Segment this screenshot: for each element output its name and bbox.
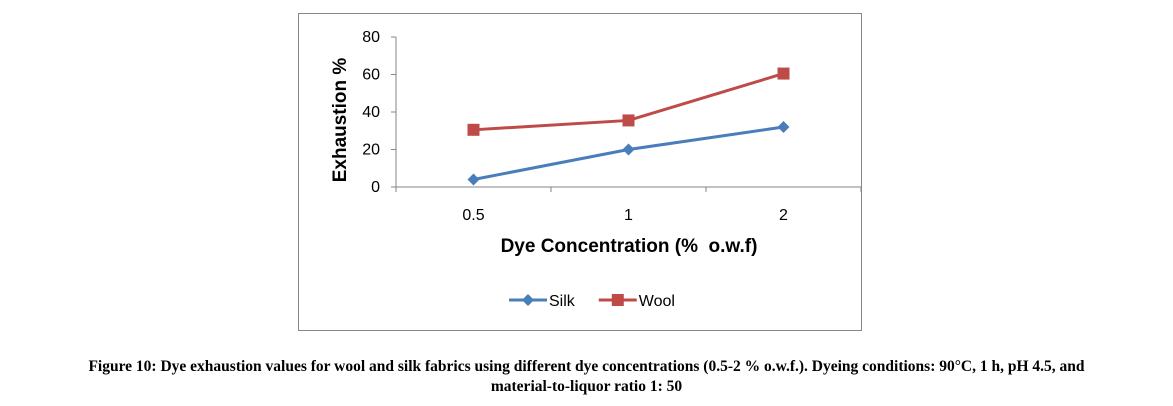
series-layer <box>467 67 790 186</box>
chart-frame: 0 20 40 60 80 0.5 1 2 Exhaustion % Dye Concent… <box>298 13 862 331</box>
figure-caption: Figure 10: Dye exhaustion values for woo… <box>0 357 1173 397</box>
x-axis-title: Dye Concentration (% o.w.f) <box>501 236 758 257</box>
legend-marker <box>522 294 534 306</box>
chart-axes <box>391 36 861 192</box>
x-tick-label: 0.5 <box>462 207 484 224</box>
legend-label: Silk <box>549 293 576 310</box>
chart-legend: Silk Wool <box>509 293 675 310</box>
legend-item-wool: Wool <box>598 293 675 310</box>
legend-marker <box>611 294 624 306</box>
series-silk <box>467 121 790 186</box>
data-point-silk <box>467 173 480 186</box>
y-tick-label: 80 <box>362 29 380 46</box>
y-tick-label: 0 <box>371 179 380 196</box>
series-wool <box>467 67 790 136</box>
data-point-silk <box>622 143 635 156</box>
y-axis-title: Exhaustion % <box>330 58 351 183</box>
caption-line-2: material-to-liquor ratio 1: 50 <box>490 378 683 395</box>
y-tick-label: 20 <box>362 142 380 159</box>
line-chart: 0 20 40 60 80 0.5 1 2 Exhaustion % Dye Concent… <box>330 29 861 310</box>
legend-item-silk: Silk <box>509 293 576 310</box>
y-tick-label: 40 <box>362 104 380 121</box>
data-point-silk <box>777 121 790 133</box>
data-point-wool <box>777 67 790 80</box>
y-tick-label: 60 <box>362 67 380 84</box>
legend-label: Wool <box>639 293 675 310</box>
x-tick-label: 2 <box>779 207 788 224</box>
caption-line-1: Figure 10: Dye exhaustion values for woo… <box>88 358 1085 375</box>
data-point-wool <box>622 114 635 127</box>
x-tick-labels: 0.5 1 2 <box>462 207 788 224</box>
data-point-wool <box>467 123 480 136</box>
y-tick-labels: 0 20 40 60 80 <box>362 29 380 196</box>
x-tick-label: 1 <box>624 207 633 224</box>
